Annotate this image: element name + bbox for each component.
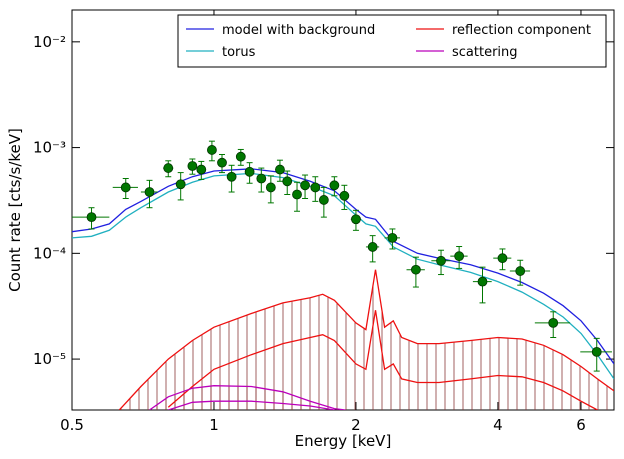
data-point	[244, 166, 255, 177]
series-line-low	[168, 400, 335, 410]
data-point	[477, 276, 488, 287]
data-point	[265, 182, 276, 193]
data-point	[387, 232, 398, 243]
data-point	[217, 157, 227, 168]
y-tick-label: 10⁻³	[33, 139, 66, 157]
x-tick-label: 6	[576, 416, 586, 434]
data-point	[256, 173, 267, 184]
hatch-area	[119, 269, 614, 410]
x-tick-label: 1	[209, 416, 219, 434]
legend-label: scattering	[452, 45, 518, 60]
data-point	[196, 164, 207, 175]
series-line	[72, 168, 614, 365]
data-point	[226, 171, 237, 182]
data-point	[207, 145, 217, 155]
data-point	[282, 176, 293, 187]
data-point	[367, 242, 378, 252]
series-line	[149, 385, 346, 410]
hatch-area	[149, 385, 346, 410]
data-point	[548, 317, 559, 328]
data-point	[292, 189, 302, 200]
data-point	[86, 212, 97, 223]
data-point	[497, 253, 508, 264]
data-point	[163, 163, 174, 173]
data-point	[436, 255, 446, 266]
data-point	[339, 190, 350, 201]
data-point	[351, 214, 361, 225]
data-point	[144, 187, 155, 197]
data-point	[515, 266, 526, 276]
data-point	[300, 180, 310, 191]
data-point	[329, 180, 340, 191]
series-line-low	[167, 310, 598, 410]
plot-area	[72, 140, 614, 410]
data-point	[120, 182, 131, 193]
data-point	[318, 195, 329, 205]
x-tick-label: 2	[351, 416, 361, 434]
legend-label: torus	[222, 45, 256, 60]
legend-label: model with background	[222, 23, 375, 38]
data-point	[275, 164, 285, 175]
data-point	[310, 182, 321, 193]
data-point	[235, 151, 246, 162]
data-point	[175, 179, 186, 190]
x-axis-label: Energy [keV]	[295, 432, 392, 450]
y-axis-label: Count rate [cts/s/keV]	[6, 128, 24, 292]
series-line	[118, 269, 614, 410]
x-tick-label: 4	[493, 416, 503, 434]
y-tick-label: 10⁻²	[33, 33, 66, 51]
data-point	[591, 346, 602, 357]
x-tick-label: 0.5	[60, 416, 84, 434]
data-point	[187, 161, 198, 171]
data-point	[454, 251, 465, 262]
legend-label: reflection component	[452, 23, 591, 38]
y-tick-label: 10⁻⁵	[33, 350, 66, 368]
y-tick-label: 10⁻⁴	[33, 244, 66, 262]
data-point	[410, 264, 421, 275]
legend-box	[177, 14, 607, 68]
